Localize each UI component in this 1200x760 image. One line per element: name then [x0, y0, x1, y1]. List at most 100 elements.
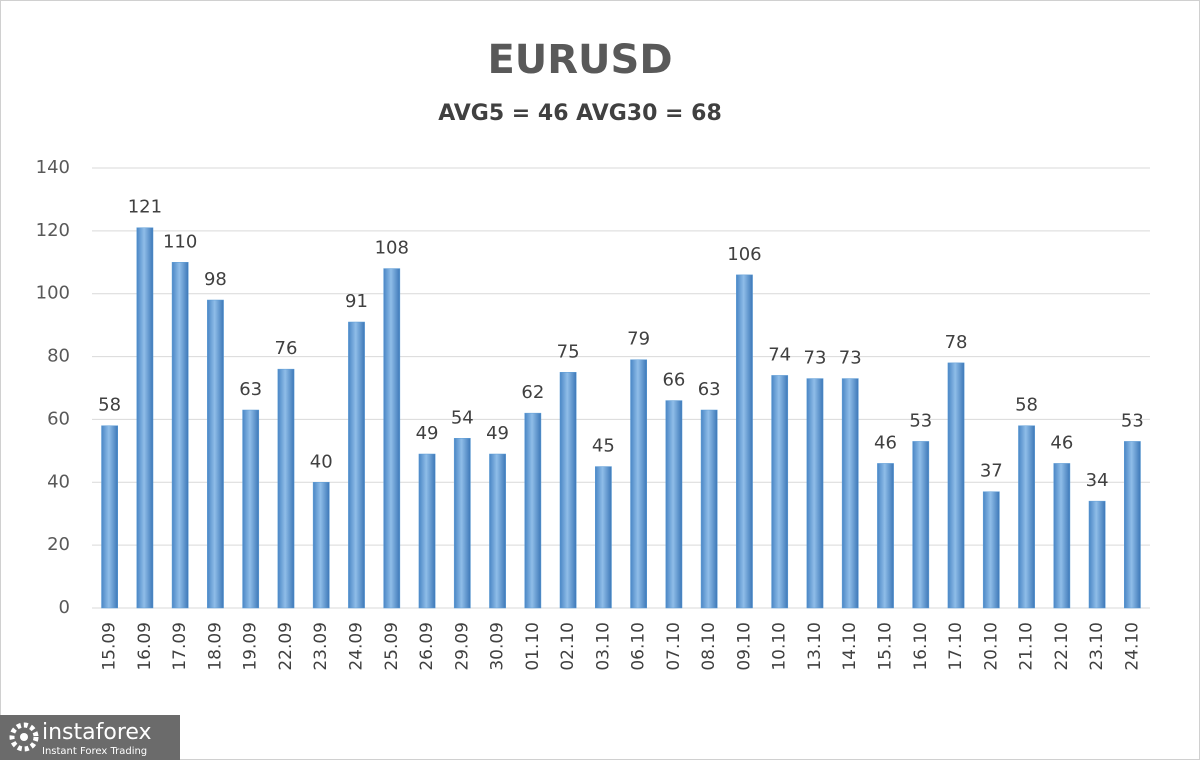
- x-tick-label: 16.09: [135, 622, 155, 671]
- x-tick-label: 17.10: [946, 622, 966, 671]
- bar: [595, 466, 612, 609]
- value-label: 37: [980, 461, 1003, 482]
- value-label: 74: [768, 344, 791, 365]
- x-tick-label: 01.10: [523, 622, 543, 671]
- x-tick-label: 24.10: [1122, 622, 1142, 671]
- bar: [277, 368, 295, 609]
- bar: [207, 299, 224, 609]
- y-tick-label: 20: [47, 534, 70, 555]
- bar: [171, 262, 189, 609]
- x-tick-label: 21.10: [1017, 622, 1037, 671]
- value-label: 66: [662, 370, 685, 391]
- bar: [771, 375, 789, 609]
- bar: [1088, 500, 1106, 609]
- value-label: 78: [945, 332, 968, 353]
- bar: [630, 359, 647, 609]
- y-tick-label: 80: [47, 346, 70, 367]
- value-label: 98: [204, 269, 227, 290]
- logo-icon: [9, 722, 39, 752]
- bar: [383, 268, 401, 609]
- bar: [841, 378, 859, 609]
- x-tick-label: 18.09: [205, 622, 225, 671]
- value-label: 73: [839, 348, 862, 369]
- bar: [524, 412, 542, 609]
- x-tick-label: 14.10: [840, 622, 860, 671]
- value-label: 106: [727, 244, 761, 265]
- value-label: 63: [239, 379, 262, 400]
- bar: [312, 482, 330, 609]
- logo-tagline: Instant Forex Trading: [42, 746, 147, 757]
- bar: [912, 441, 930, 609]
- value-label: 121: [128, 197, 162, 218]
- logo-box: [0, 715, 180, 760]
- value-label: 54: [451, 407, 474, 428]
- y-tick-label: 100: [36, 283, 70, 304]
- bar: [453, 438, 471, 609]
- x-tick-label: 23.09: [311, 622, 331, 671]
- x-tick-label: 17.09: [170, 622, 190, 671]
- bar: [418, 453, 436, 609]
- x-tick-label: 24.09: [347, 622, 367, 671]
- logo: instaforex Instant Forex Trading: [0, 715, 180, 760]
- x-tick-label: 13.10: [805, 622, 825, 671]
- x-tick-label: 10.10: [770, 622, 790, 671]
- x-tick-label: 09.10: [734, 622, 754, 671]
- bar: [136, 227, 154, 609]
- chart-title: EURUSD: [487, 37, 672, 83]
- x-tick-label: 15.09: [100, 622, 120, 671]
- x-tick-label: 23.10: [1087, 622, 1107, 671]
- x-tick-label: 22.10: [1052, 622, 1072, 671]
- value-label: 108: [375, 238, 409, 259]
- value-label: 58: [1015, 395, 1038, 416]
- x-tick-label: 03.10: [593, 622, 613, 671]
- value-label: 49: [486, 423, 509, 444]
- value-label: 62: [521, 382, 544, 403]
- x-tick-label: 26.09: [417, 622, 437, 671]
- y-tick-label: 40: [47, 471, 70, 492]
- bar: [947, 362, 965, 609]
- bar: [489, 453, 506, 609]
- x-tick-label: 02.10: [558, 622, 578, 671]
- value-label: 53: [909, 410, 932, 431]
- value-label: 58: [98, 395, 121, 416]
- x-tick-label: 16.10: [911, 622, 931, 671]
- value-label: 110: [163, 231, 197, 252]
- value-label: 63: [698, 379, 721, 400]
- bar: [665, 400, 683, 609]
- value-label: 79: [627, 329, 650, 350]
- logo-name: instaforex: [42, 720, 152, 745]
- bar: [806, 378, 824, 609]
- bar: [982, 491, 1000, 609]
- x-tick-label: 08.10: [699, 622, 719, 671]
- x-tick-label: 19.09: [241, 622, 261, 671]
- bar: [348, 321, 365, 609]
- x-tick-label: 25.09: [382, 622, 402, 671]
- bar: [1053, 463, 1071, 609]
- value-label: 76: [275, 338, 298, 359]
- bar: [242, 409, 260, 609]
- y-tick-label: 0: [59, 597, 70, 618]
- bar: [1018, 425, 1035, 609]
- bar: [1124, 441, 1141, 609]
- logo-icon-center: [20, 733, 28, 741]
- value-label: 53: [1121, 410, 1144, 431]
- x-tick-label: 06.10: [629, 622, 649, 671]
- bar: [736, 274, 753, 609]
- value-label: 75: [557, 341, 580, 362]
- value-label: 91: [345, 291, 368, 312]
- x-tick-label: 15.10: [876, 622, 896, 671]
- y-tick-label: 120: [36, 220, 70, 241]
- x-tick-label: 22.09: [276, 622, 296, 671]
- chart-subtitle: AVG5 = 46 AVG30 = 68: [438, 101, 722, 126]
- x-tick-label: 20.10: [981, 622, 1001, 671]
- bar: [101, 425, 118, 609]
- value-label: 40: [310, 451, 333, 472]
- bar: [559, 372, 577, 609]
- value-label: 34: [1086, 470, 1109, 491]
- x-tick-label: 30.09: [488, 622, 508, 671]
- value-label: 46: [1050, 432, 1073, 453]
- value-label: 46: [874, 432, 897, 453]
- bar: [700, 409, 718, 609]
- x-tick-label: 07.10: [664, 622, 684, 671]
